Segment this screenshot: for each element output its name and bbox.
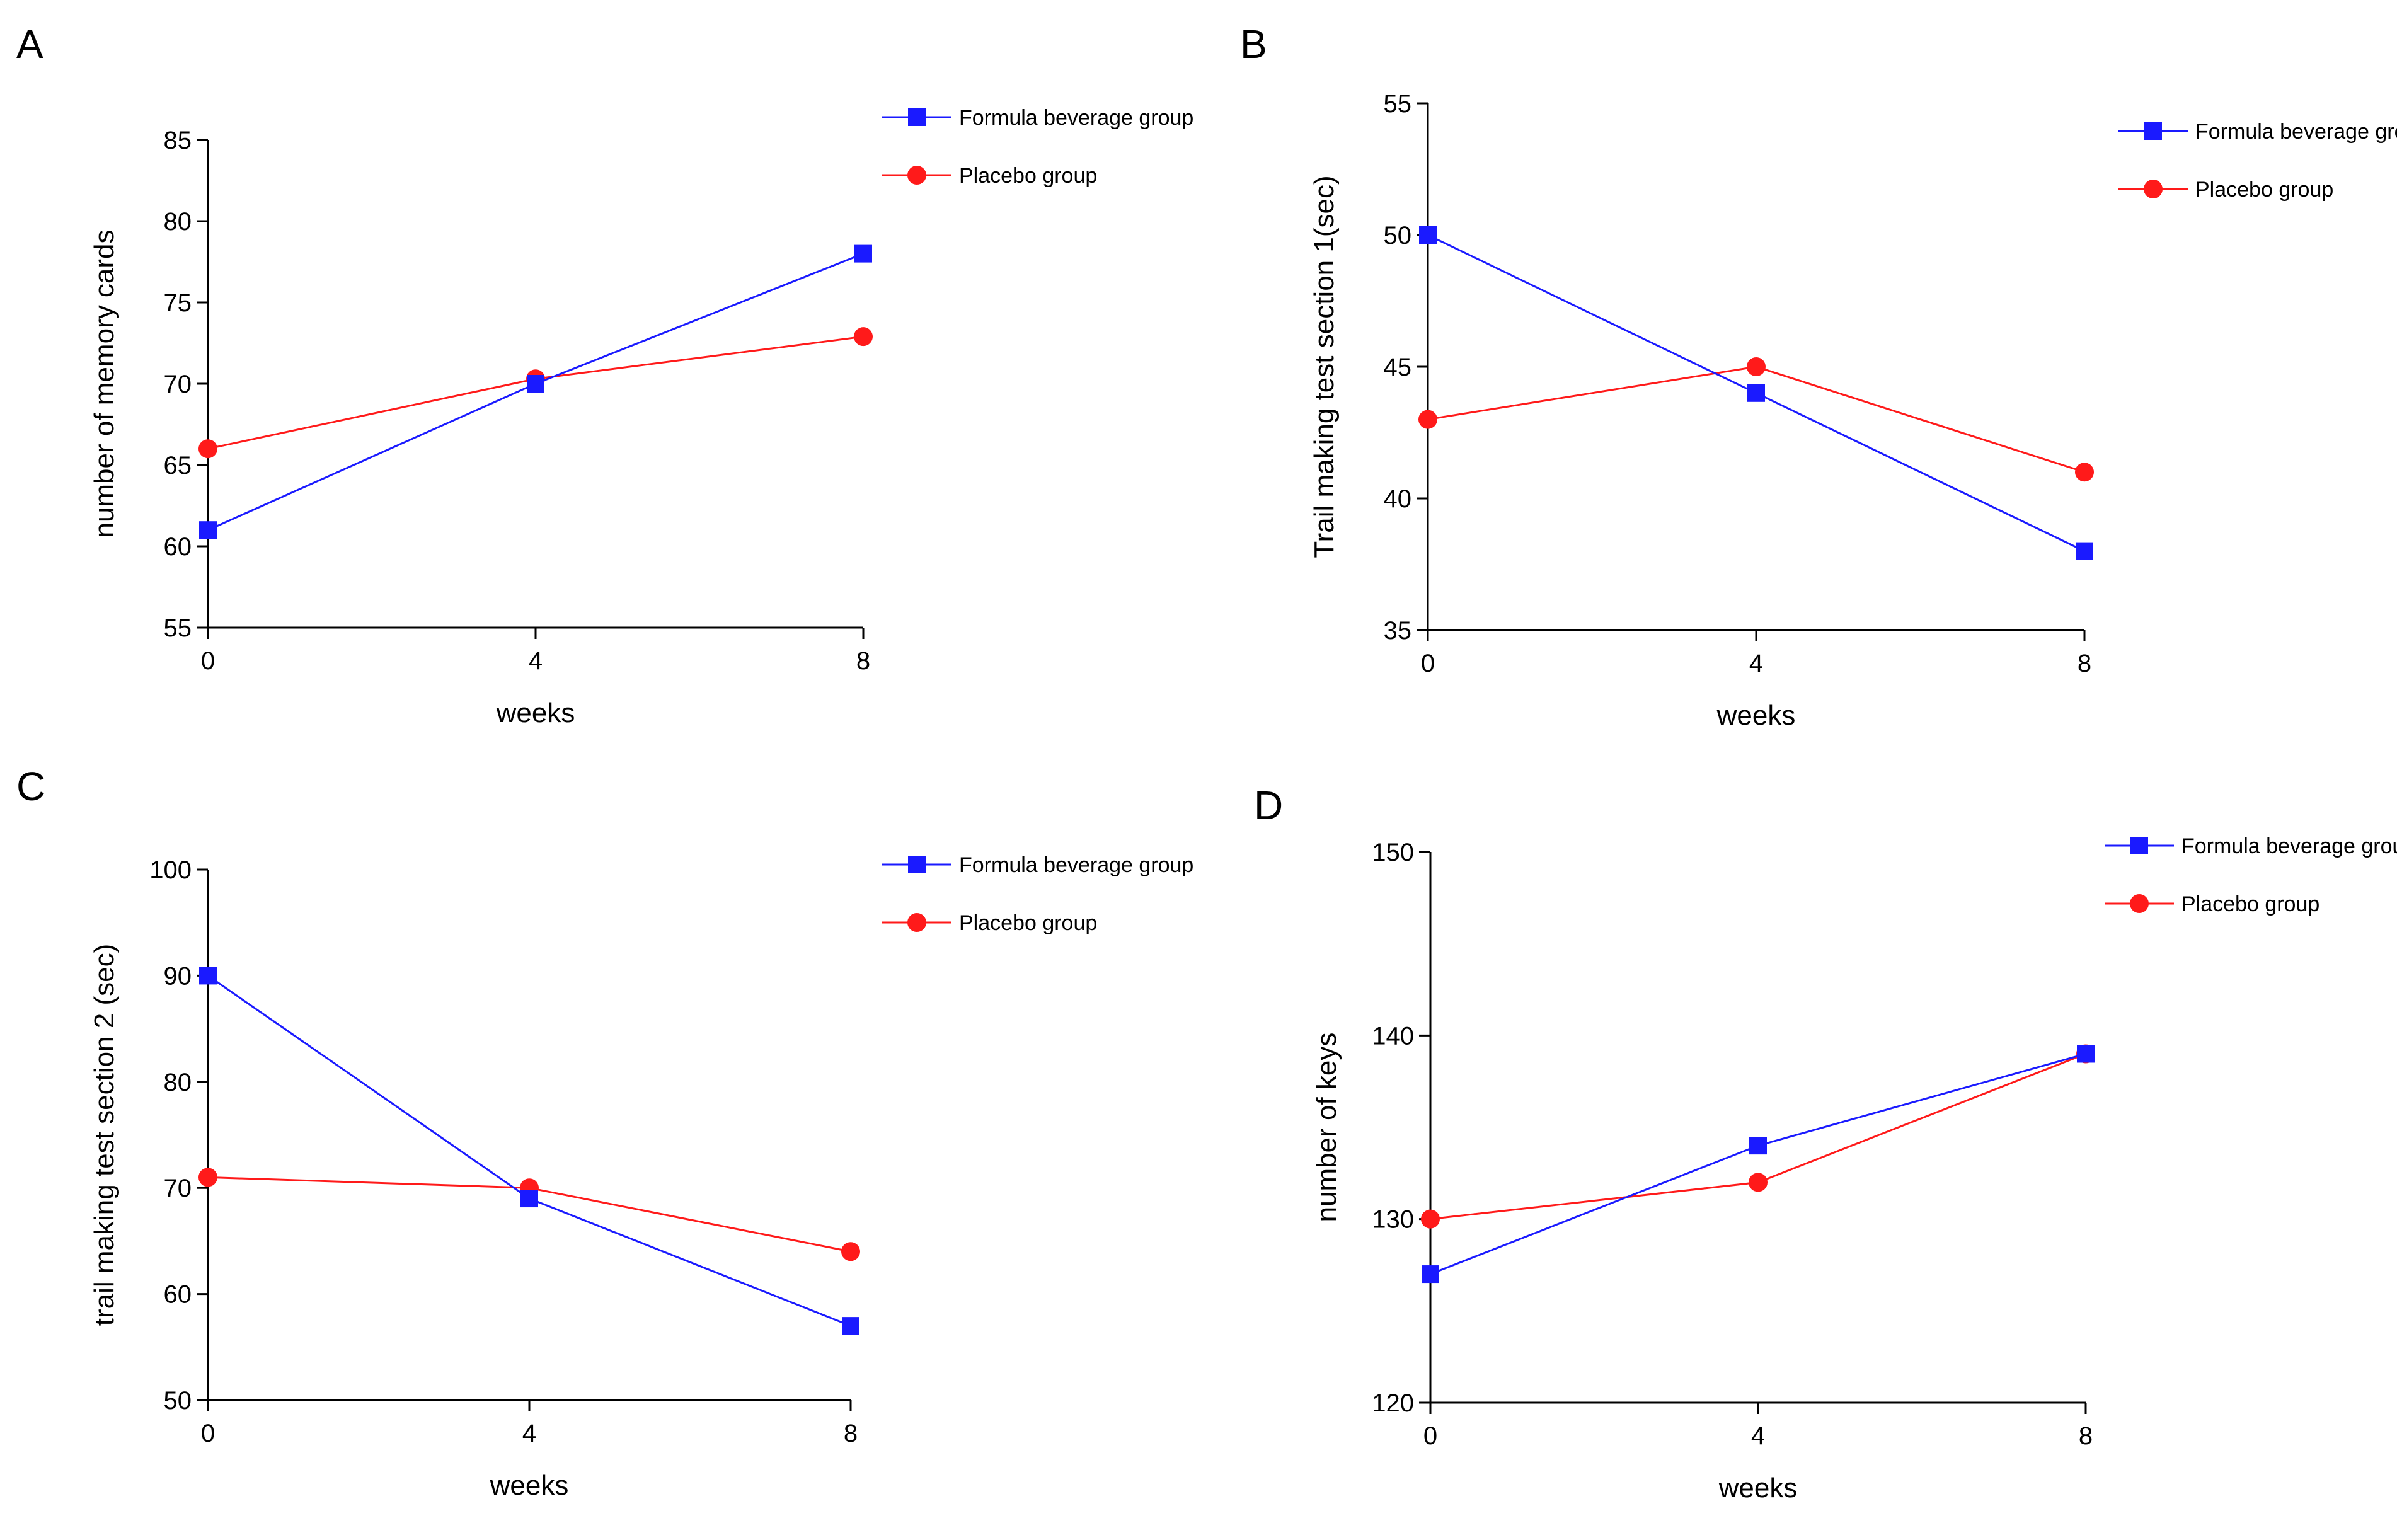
y-tick-label: 130	[1372, 1206, 1414, 1234]
data-point-placebo	[198, 1168, 217, 1187]
data-point-formula	[520, 1190, 538, 1208]
x-tick-label: 0	[201, 647, 215, 675]
legend-marker-placebo	[2144, 180, 2163, 198]
x-tick-label: 8	[2079, 1422, 2093, 1450]
panel-letter: B	[1240, 21, 1267, 67]
x-axis-label: weeks	[496, 698, 575, 728]
y-tick-label: 40	[1384, 485, 1412, 513]
legend-label-formula: Formula beverage group	[959, 106, 1193, 130]
data-point-placebo	[1418, 410, 1437, 429]
y-tick-label: 80	[164, 208, 192, 236]
y-tick-label: 55	[164, 614, 192, 642]
panel-letter: A	[16, 21, 43, 67]
data-point-placebo	[2075, 463, 2094, 482]
legend-label-placebo: Placebo group	[2181, 892, 2319, 916]
data-point-placebo	[198, 439, 217, 459]
y-tick-label: 65	[164, 452, 192, 480]
data-point-formula	[1749, 1137, 1767, 1155]
x-tick-label: 0	[1423, 1422, 1437, 1450]
y-tick-label: 150	[1372, 839, 1414, 866]
panel-d: D 120 130 140 150 0 4 8 weeks number of keys Formu…	[1254, 783, 2397, 1503]
x-axis-label: weeks	[1716, 700, 1796, 731]
panel-b: B 35 40 45 50 55 0 4 8 weeks Trail making test sec…	[1240, 21, 2397, 731]
data-point-formula	[1747, 384, 1765, 402]
x-tick-label: 8	[2078, 650, 2091, 677]
legend-label-formula: Formula beverage group	[959, 853, 1193, 877]
y-tick-label: 85	[164, 127, 192, 154]
legend-label-placebo: Placebo group	[2195, 178, 2333, 202]
y-tick-label: 140	[1372, 1022, 1414, 1050]
legend-label-placebo: Placebo group	[959, 911, 1097, 935]
x-tick-label: 4	[522, 1420, 536, 1447]
legend-marker-placebo	[2130, 894, 2149, 913]
y-axis-label: Trail making test section 1(sec)	[1309, 175, 1340, 558]
y-tick-label: 70	[164, 371, 192, 398]
y-tick-label: 100	[149, 856, 192, 884]
series-line-placebo	[1430, 1053, 2086, 1221]
y-tick-label: 90	[164, 962, 192, 990]
data-point-formula	[842, 1317, 859, 1335]
x-tick-label: 0	[201, 1420, 215, 1447]
legend-marker-placebo	[907, 166, 926, 185]
legend-marker-formula	[908, 108, 926, 126]
x-tick-label: 4	[529, 647, 543, 675]
data-point-placebo	[1749, 1173, 1768, 1192]
legend: Formula beverage group Placebo group	[882, 106, 1193, 188]
legend: Formula beverage group Placebo group	[2105, 834, 2397, 916]
data-point-placebo	[1421, 1209, 1440, 1229]
series-line-placebo	[207, 335, 864, 450]
legend: Formula beverage group Placebo group	[882, 853, 1193, 935]
data-point-formula	[854, 244, 872, 263]
panel-c: C 50 60 70 80 90 100 0 4 8 weeks trail making test …	[16, 764, 1193, 1501]
data-point-placebo	[854, 327, 873, 347]
legend-marker-formula	[2130, 837, 2148, 854]
x-axis-label: weeks	[1718, 1473, 1798, 1503]
y-tick-label: 45	[1384, 353, 1412, 381]
data-point-formula	[199, 521, 217, 539]
legend-label-formula: Formula beverage group	[2195, 120, 2397, 144]
legend: Formula beverage group Placebo group	[2118, 120, 2397, 202]
x-axis-label: weeks	[490, 1470, 569, 1501]
legend-marker-placebo	[907, 913, 926, 932]
y-tick-label: 50	[1384, 222, 1412, 250]
y-tick-label: 80	[164, 1069, 192, 1096]
data-point-formula	[1422, 1265, 1439, 1284]
y-axis-label: number of keys	[1311, 1033, 1342, 1222]
data-point-formula	[2076, 542, 2093, 560]
legend-label-formula: Formula beverage group	[2181, 834, 2397, 858]
legend-marker-formula	[2144, 122, 2162, 140]
y-tick-label: 70	[164, 1175, 192, 1202]
panel-letter: D	[1254, 783, 1283, 828]
y-tick-label: 35	[1384, 617, 1412, 645]
y-tick-label: 55	[1384, 90, 1412, 118]
panel-a: A 55 60 65 70 75 80 85 0 4 8 weeks number of memory …	[16, 21, 1193, 728]
x-tick-label: 0	[1421, 650, 1435, 677]
y-tick-label: 60	[164, 533, 192, 561]
data-point-placebo	[841, 1242, 860, 1261]
data-point-placebo	[1747, 357, 1766, 376]
y-axis-label: trail making test section 2 (sec)	[89, 944, 120, 1326]
y-tick-label: 75	[164, 289, 192, 317]
y-tick-label: 60	[164, 1281, 192, 1309]
x-tick-label: 8	[844, 1420, 858, 1447]
data-point-formula	[2077, 1045, 2095, 1063]
series-line-formula	[207, 975, 851, 1327]
legend-marker-formula	[908, 856, 926, 873]
series-line-formula	[1430, 1053, 2086, 1275]
panel-letter: C	[16, 764, 45, 809]
legend-label-placebo: Placebo group	[959, 164, 1097, 188]
series-line-placebo	[1427, 365, 2085, 473]
y-tick-label: 120	[1372, 1389, 1414, 1417]
y-tick-label: 50	[164, 1387, 192, 1415]
x-tick-label: 8	[856, 647, 870, 675]
data-point-formula	[199, 967, 217, 985]
data-point-formula	[527, 375, 544, 393]
data-point-formula	[1419, 226, 1437, 244]
x-tick-label: 4	[1749, 650, 1763, 677]
x-tick-label: 4	[1751, 1422, 1765, 1450]
y-axis-label: number of memory cards	[89, 229, 120, 537]
